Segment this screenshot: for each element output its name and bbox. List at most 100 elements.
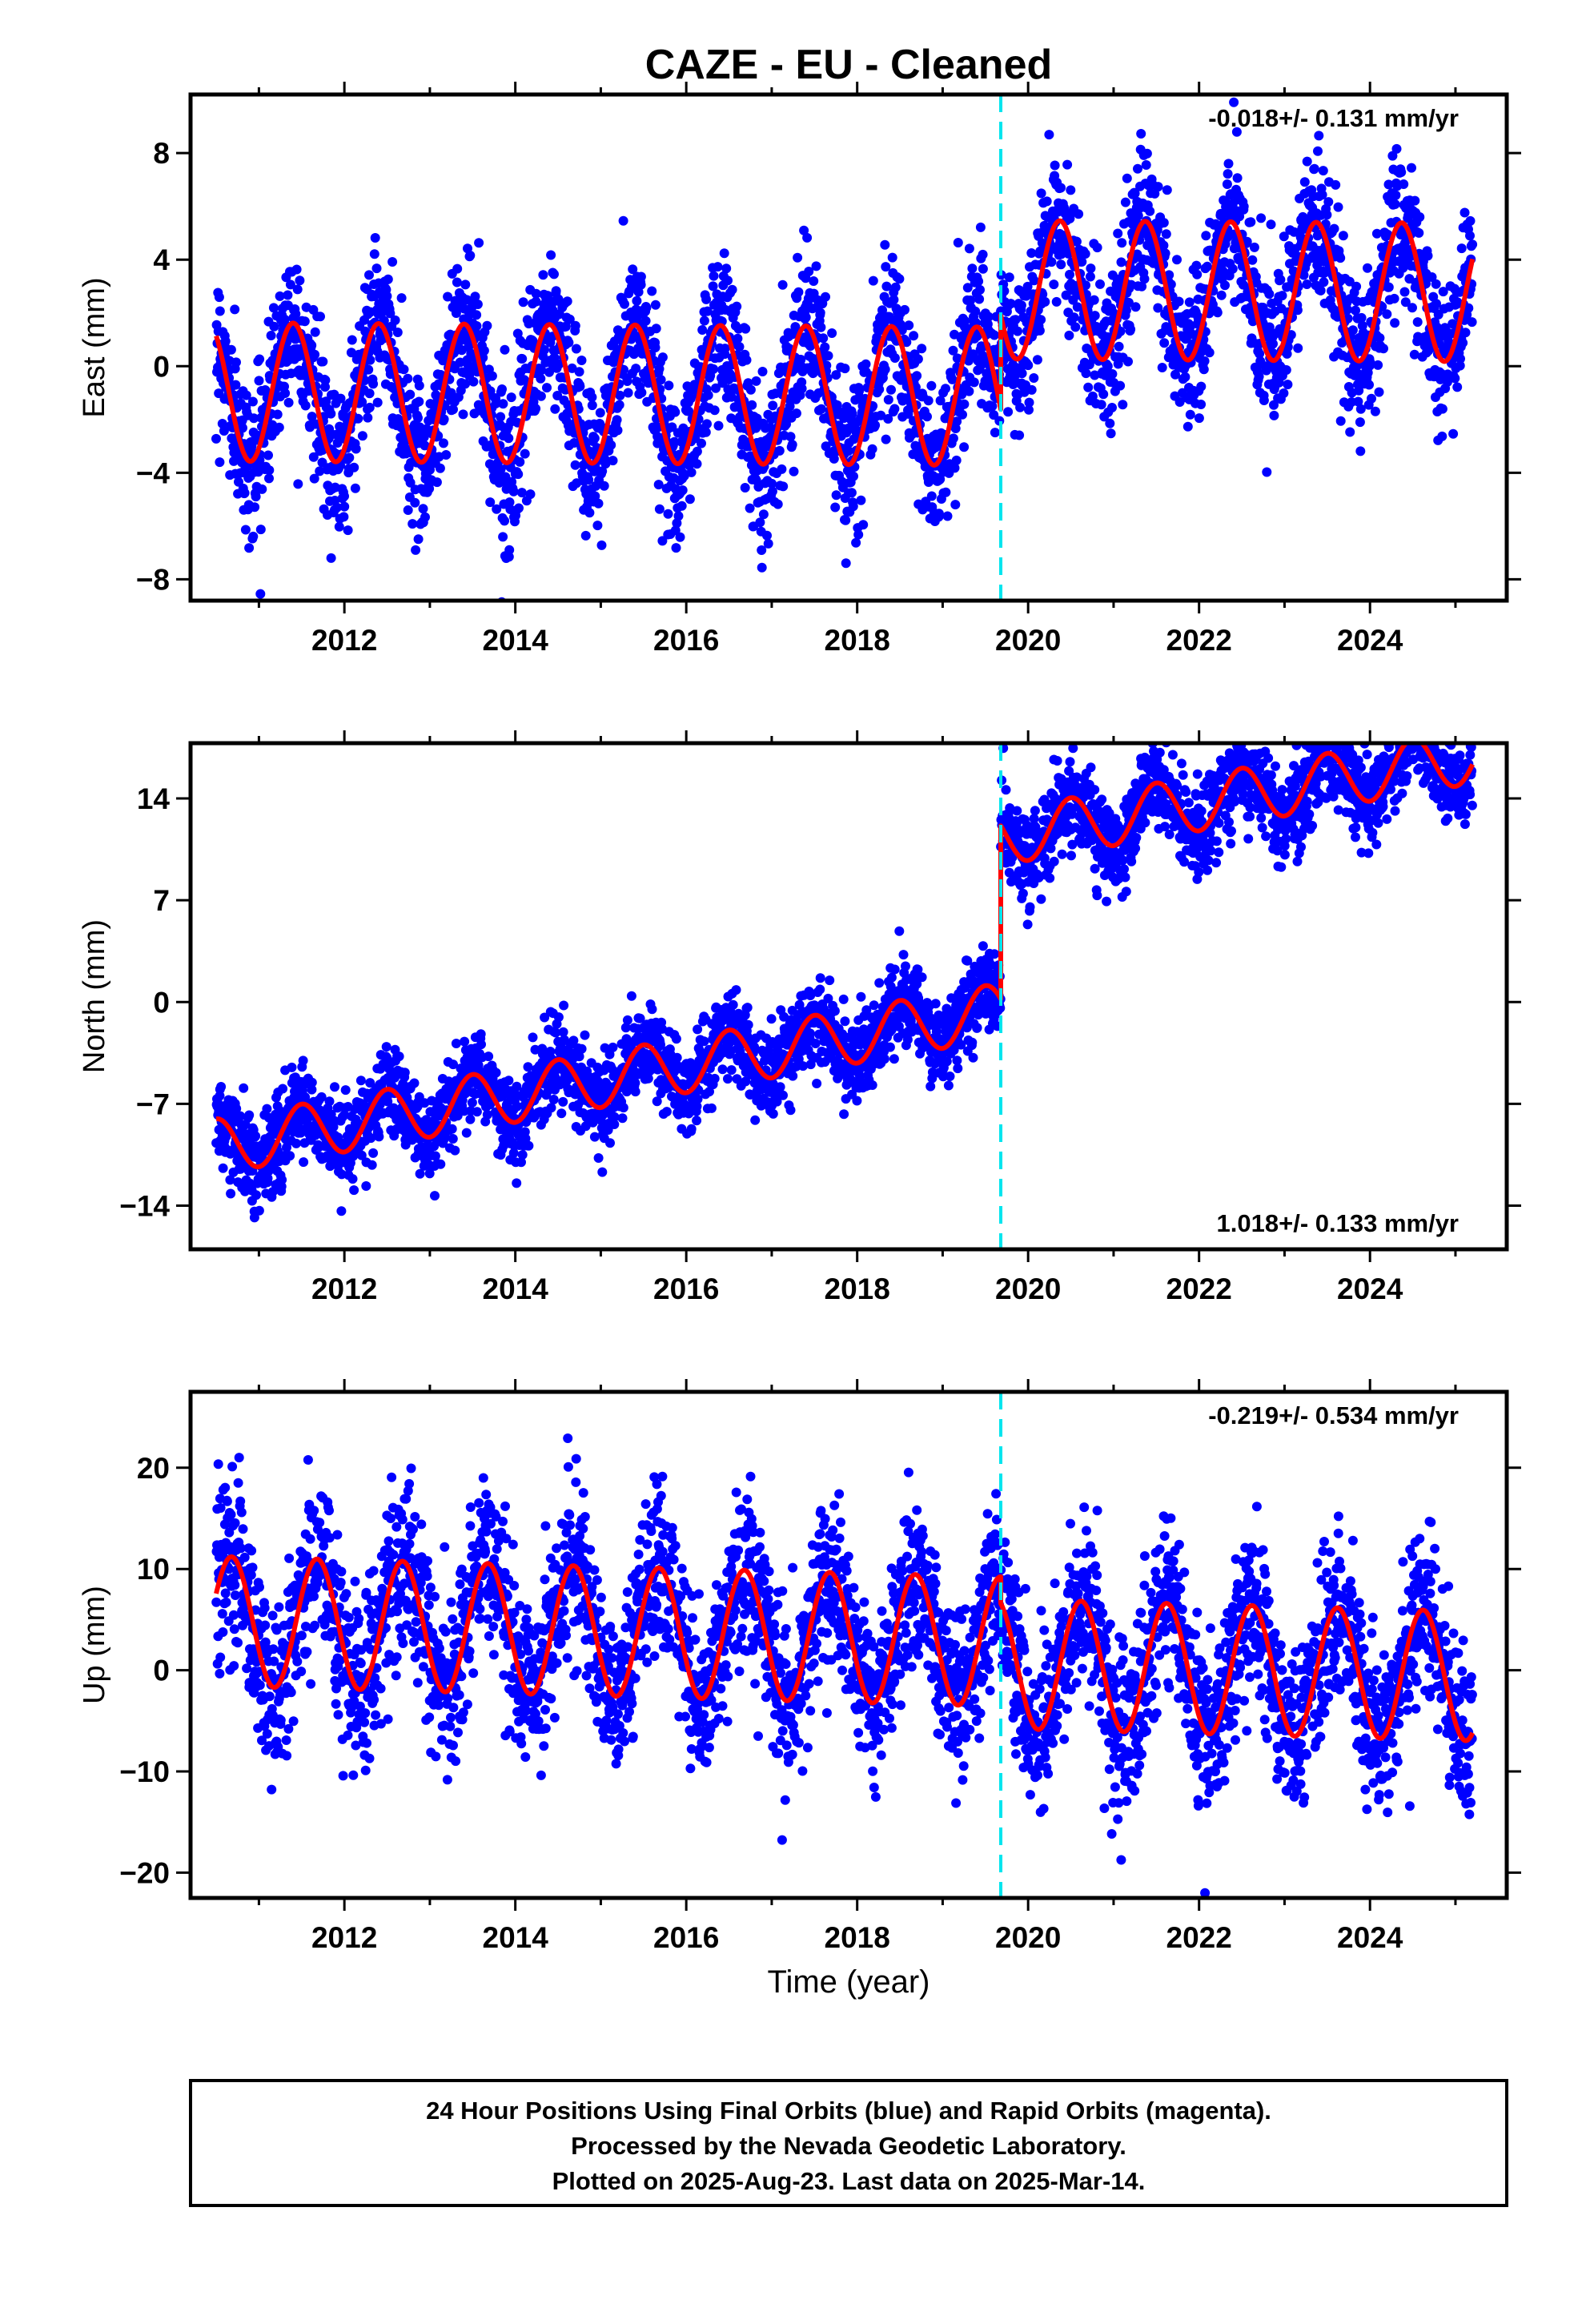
east-data-point xyxy=(778,481,789,492)
east-data-point xyxy=(709,405,720,416)
east-data-point xyxy=(552,391,563,400)
east-data-point xyxy=(889,295,899,305)
east-data-point xyxy=(623,388,633,398)
east-data-point xyxy=(1061,290,1071,300)
east-data-point xyxy=(385,308,396,319)
east-data-point xyxy=(1391,190,1401,200)
east-data-point xyxy=(1314,131,1324,141)
east-data-point xyxy=(520,448,530,459)
north-data-point xyxy=(622,1015,632,1025)
east-data-point xyxy=(1196,381,1207,392)
east-data-point xyxy=(1423,251,1433,261)
east-data-point xyxy=(1096,400,1106,410)
east-data-point xyxy=(1452,382,1463,392)
east-data-point xyxy=(506,392,516,403)
east-data-point xyxy=(1246,217,1256,227)
east-data-point xyxy=(413,534,424,545)
east-data-point xyxy=(479,345,489,356)
north-data-point xyxy=(593,1153,604,1163)
east-data-point xyxy=(1105,418,1115,428)
east-data-point xyxy=(562,296,572,307)
east-data-point xyxy=(318,356,328,367)
east-data-point xyxy=(307,340,317,351)
east-data-point xyxy=(1024,397,1034,408)
east-data-point xyxy=(793,252,803,263)
east-data-point xyxy=(975,284,985,295)
east-data-point xyxy=(1450,373,1460,384)
east-data-point xyxy=(549,269,559,279)
east-data-point xyxy=(964,243,974,254)
east-data-point xyxy=(777,464,787,474)
east-data-point xyxy=(1157,363,1167,372)
east-data-point xyxy=(443,292,453,302)
east-data-point xyxy=(590,491,600,501)
east-data-point xyxy=(240,525,251,535)
east-data-point xyxy=(1042,196,1052,207)
east-data-point xyxy=(848,501,858,512)
east-data-point xyxy=(244,543,255,553)
east-data-point xyxy=(821,292,830,302)
east-data-point xyxy=(1141,160,1151,170)
east-data-point xyxy=(702,419,712,429)
east-data-point xyxy=(1383,282,1394,292)
east-data-point xyxy=(757,545,767,555)
east-data-point xyxy=(653,480,664,490)
east-data-point xyxy=(491,398,501,408)
east-data-point xyxy=(485,386,496,396)
east-data-point xyxy=(413,412,423,423)
east-data-point xyxy=(584,475,594,485)
east-data-point xyxy=(969,377,979,388)
east-data-point xyxy=(1032,355,1042,365)
east-data-point xyxy=(960,316,970,326)
east-data-point xyxy=(1313,146,1323,156)
east-data-point xyxy=(293,479,303,489)
east-data-point xyxy=(414,396,424,407)
east-data-point xyxy=(758,509,769,520)
east-data-point xyxy=(285,279,295,290)
north-data-point xyxy=(576,1043,587,1054)
east-data-point xyxy=(500,516,510,526)
east-data-point xyxy=(504,497,515,508)
north-data-point xyxy=(307,1077,317,1088)
north-data-point xyxy=(216,1082,227,1092)
east-data-point xyxy=(650,300,661,310)
east-data-point xyxy=(734,342,745,352)
east-data-point xyxy=(952,353,962,364)
east-data-point xyxy=(468,376,479,387)
east-data-point xyxy=(255,354,265,364)
east-data-point xyxy=(1040,296,1050,307)
east-data-point xyxy=(420,512,430,522)
chart-title: CAZE - EU - Cleaned xyxy=(645,42,1053,88)
north-data-point xyxy=(630,1078,640,1088)
east-data-point xyxy=(1185,409,1195,420)
east-data-point xyxy=(628,264,638,275)
east-data-point xyxy=(575,381,585,392)
east-data-point xyxy=(424,484,435,494)
east-data-point xyxy=(831,370,841,380)
east-data-point xyxy=(403,505,413,515)
east-data-point xyxy=(1081,280,1090,291)
east-data-point xyxy=(608,456,618,466)
east-data-point xyxy=(1279,388,1289,398)
east-data-point xyxy=(1382,309,1392,320)
east-data-point xyxy=(1014,430,1025,440)
east-data-point xyxy=(1172,255,1182,265)
east-data-point xyxy=(840,364,850,374)
north-data-point xyxy=(472,1107,482,1117)
east-data-point xyxy=(711,383,721,393)
east-data-point xyxy=(1116,257,1126,267)
north-data-point xyxy=(626,991,636,1001)
east-data-point xyxy=(636,271,646,282)
east-data-point xyxy=(1456,354,1465,364)
east-data-point xyxy=(1319,277,1329,287)
east-data-point xyxy=(708,281,718,292)
east-data-point xyxy=(1212,308,1223,318)
east-data-point xyxy=(257,484,267,494)
east-data-point xyxy=(657,536,668,546)
east-data-point xyxy=(364,402,375,412)
east-data-point xyxy=(564,314,575,324)
east-data-point xyxy=(1355,417,1365,428)
east-data-point xyxy=(1249,242,1259,252)
east-data-point xyxy=(425,464,435,475)
east-data-point xyxy=(399,364,409,375)
